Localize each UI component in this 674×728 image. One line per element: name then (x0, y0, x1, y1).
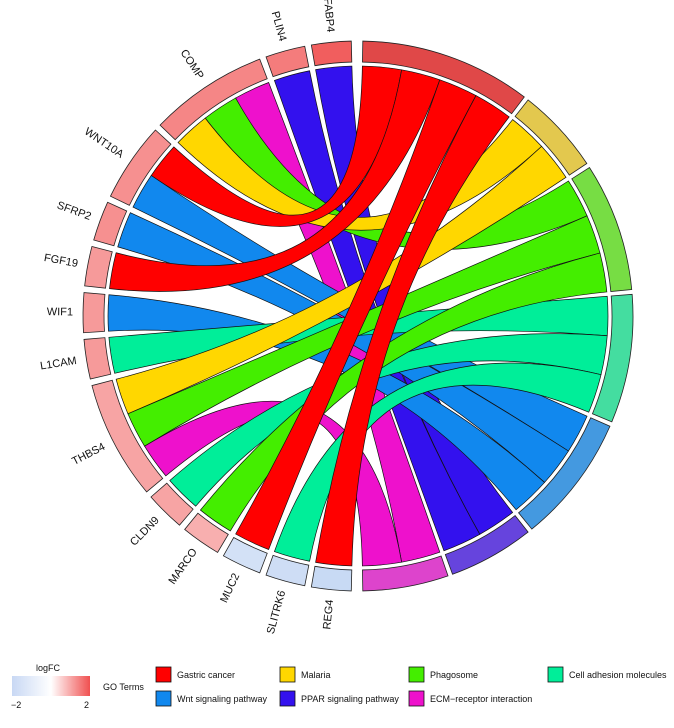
gene-arc-marco (184, 512, 229, 553)
term-arc-wnt-signaling-pathway (518, 417, 611, 530)
legend-swatch-wnt-signaling-pathway (155, 690, 172, 707)
term-legend-items: Gastric cancer Malaria Phagosome Cell adhes… (155, 666, 667, 707)
legend-swatch-ppar-signaling-pathway (279, 690, 296, 707)
gene-label-reg4: REG4 (321, 599, 336, 630)
gene-label-slitrk6: SLITRK6 (265, 589, 288, 635)
gene-label-muc2: MUC2 (218, 571, 242, 604)
logfc-min-label: −2 (11, 700, 21, 710)
term-arc-cell-adhesion-molecules (591, 293, 634, 423)
gene-label-thbs4: THBS4 (70, 441, 107, 468)
chord-group (107, 65, 609, 567)
gene-arc-l1cam (83, 337, 112, 380)
gene-arc-sfrp2 (93, 201, 128, 247)
gene-arc-fgf19 (84, 245, 113, 289)
gene-label-fgf19: FGF19 (43, 252, 79, 270)
legend-label-ppar-signaling-pathway: PPAR signaling pathway (301, 694, 399, 704)
chord-thbs4-malaria (115, 145, 567, 415)
legend-label-gastric-cancer: Gastric cancer (177, 670, 235, 680)
logfc-gradient-bar (12, 676, 90, 696)
term-arc-ppar-signaling-pathway (444, 515, 529, 575)
gene-label-comp: COMP (178, 47, 206, 81)
gene-label-sfrp2: SFRP2 (55, 199, 92, 223)
term-arc-malaria (514, 99, 588, 176)
go-terms-legend-title: GO Terms (103, 682, 144, 692)
gene-arc-muc2 (222, 536, 268, 574)
gene-label-l1cam: L1CAM (39, 355, 77, 373)
gene-arc-cldn9 (150, 482, 194, 526)
gene-label-marco: MARCO (167, 546, 201, 587)
term-arc-phagosome (571, 166, 633, 292)
legend-label-malaria: Malaria (301, 670, 331, 680)
gene-arc-wif1 (82, 292, 106, 334)
legend-swatch-gastric-cancer (155, 666, 172, 683)
legend-label-ecm-receptor-interaction: ECM−receptor interaction (430, 694, 532, 704)
term-arc-ecm-receptor-interaction (362, 555, 449, 592)
chord-plin4-ppar-signaling-pathway (273, 70, 481, 552)
term-arc-gastric-cancer (362, 40, 525, 115)
legend-label-phagosome: Phagosome (430, 670, 478, 680)
gene-label-wif1: WIF1 (47, 306, 73, 318)
legend-swatch-malaria (279, 666, 296, 683)
gene-label-wnt10a: WNT10A (82, 126, 126, 161)
legend-label-cell-adhesion-molecules: Cell adhesion molecules (569, 670, 667, 680)
gene-arc-wnt10a (109, 129, 172, 206)
gene-arc-comp (159, 58, 268, 141)
gene-label-cldn9: CLDN9 (128, 514, 162, 548)
gene-arc-fabp4 (310, 40, 353, 67)
legend-swatch-ecm-receptor-interaction (408, 690, 425, 707)
gene-label-plin4: PLIN4 (269, 10, 289, 43)
legend: logFC −2 2 GO Terms Gastric cancer Malari… (11, 663, 667, 710)
gene-label-fabp4: FABP4 (321, 0, 336, 33)
chord-reg4-gastric-cancer (315, 95, 510, 567)
gene-arc-reg4 (310, 565, 353, 592)
gene-arc-plin4 (265, 45, 310, 78)
legend-swatch-cell-adhesion-molecules (547, 666, 564, 683)
legend-swatch-phagosome (408, 666, 425, 683)
legend-label-wnt-signaling-pathway: Wnt signaling pathway (177, 694, 268, 704)
gene-arc-thbs4 (91, 379, 164, 493)
logfc-legend-title: logFC (36, 663, 61, 673)
logfc-max-label: 2 (84, 700, 89, 710)
gene-arc-slitrk6 (265, 554, 310, 587)
arc-group (82, 40, 634, 592)
